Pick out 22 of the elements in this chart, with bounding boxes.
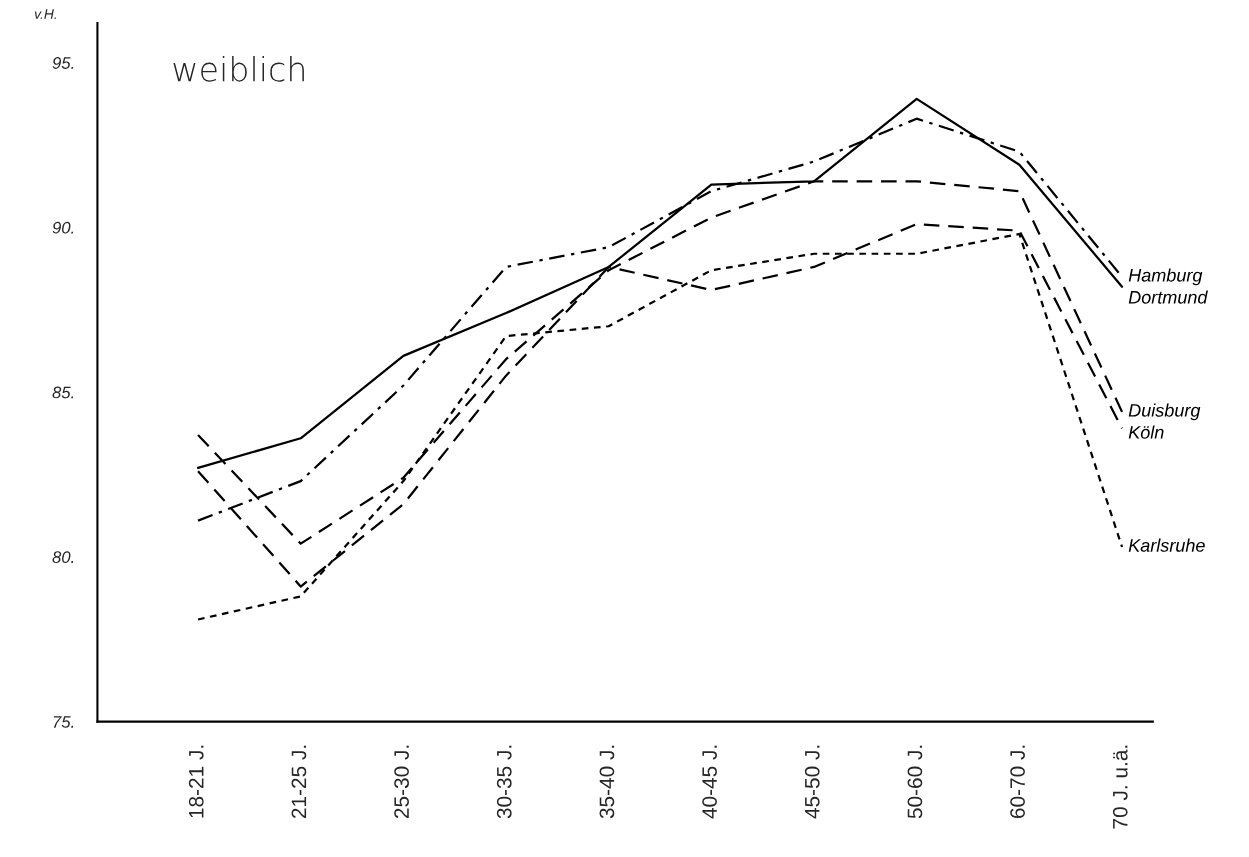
x-tick-label: 60-70 J. xyxy=(1010,745,1025,819)
x-tick-label: 40-45 J. xyxy=(702,745,717,819)
x-tick-label: 50-60 J. xyxy=(907,745,923,819)
y-axis-title: v.H. xyxy=(34,9,57,19)
y-tick-label: 80. xyxy=(52,551,74,564)
series-label: Dortmund xyxy=(1128,290,1208,304)
x-tick-label: 30-35 J. xyxy=(496,745,512,819)
x-tick-label: 25-30 J. xyxy=(394,745,409,819)
y-tick-label: 75. xyxy=(53,716,74,728)
series-label: Karlsruhe xyxy=(1128,538,1205,552)
y-tick-label: 90. xyxy=(52,221,74,234)
x-tick-label: 18-21 J. xyxy=(188,745,204,818)
x-tick-label: 70 J. u.ä. xyxy=(1112,745,1128,829)
y-tick-label: 85. xyxy=(52,386,74,399)
series-label: Köln xyxy=(1128,425,1164,439)
y-tick-label: 95. xyxy=(52,57,74,69)
x-tick-label: 35-40 J. xyxy=(599,745,615,819)
x-tick-label: 45-50 J. xyxy=(804,745,820,819)
series-label: Duisburg xyxy=(1128,403,1201,421)
text: weiblich xyxy=(173,55,304,82)
x-tick-label: 21-25 J. xyxy=(291,745,307,819)
series-label: Hamburg xyxy=(1128,268,1203,286)
